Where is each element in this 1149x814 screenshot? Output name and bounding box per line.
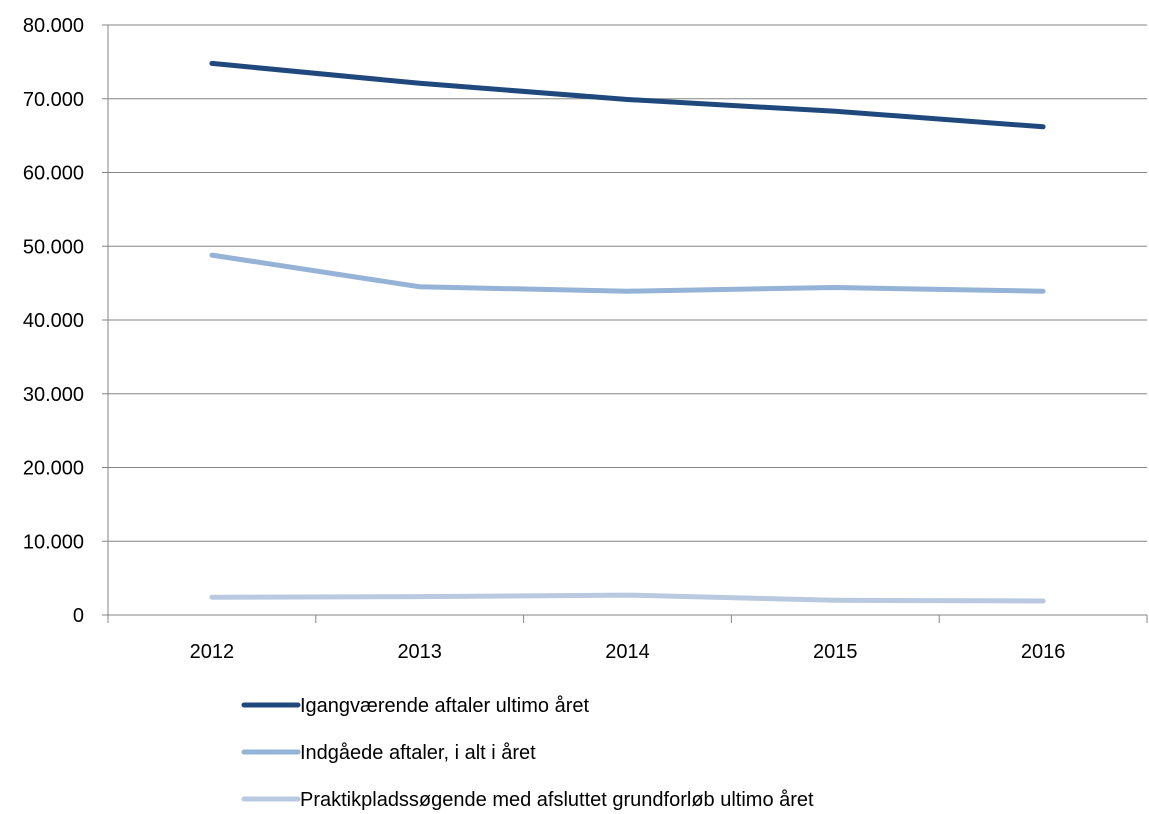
- series-line-3: [209, 592, 1046, 604]
- gridlines: [108, 24, 1147, 542]
- series-lines: [209, 60, 1046, 604]
- legend-label: Indgåede aftaler, i alt i året: [300, 742, 536, 764]
- x-tick-label: 2015: [813, 641, 858, 663]
- legend-label: Igangværende aftaler ultimo året: [300, 695, 589, 717]
- y-tick-label: 60.000: [23, 163, 84, 185]
- y-tick-label: 50.000: [23, 236, 84, 258]
- legend-label: Praktikpladssøgende med afsluttet grundf…: [300, 789, 814, 811]
- x-tick-label: 2016: [1021, 641, 1066, 663]
- y-tick-label: 30.000: [23, 384, 84, 406]
- y-tick-label: 70.000: [23, 89, 84, 111]
- x-tick-label: 2013: [397, 641, 442, 663]
- legend: Igangværende aftaler ultimo året Indgåede…: [241, 695, 814, 811]
- y-axis-ticks: 0 10.000 20.000 30.000 40.000 50.000 60.000 70.…: [23, 15, 108, 627]
- series-line-2: [209, 252, 1046, 294]
- y-tick-label: 20.000: [23, 458, 84, 480]
- x-tick-label: 2014: [605, 641, 650, 663]
- y-tick-label: 80.000: [23, 15, 84, 37]
- x-tick-label: 2012: [190, 641, 235, 663]
- x-axis-ticks: 2012 2013 2014 2015 2016: [107, 615, 1148, 663]
- y-tick-label: 40.000: [23, 310, 84, 332]
- y-tick-label: 0: [73, 605, 84, 627]
- series-line-1: [209, 60, 1046, 130]
- y-tick-label: 10.000: [23, 531, 84, 553]
